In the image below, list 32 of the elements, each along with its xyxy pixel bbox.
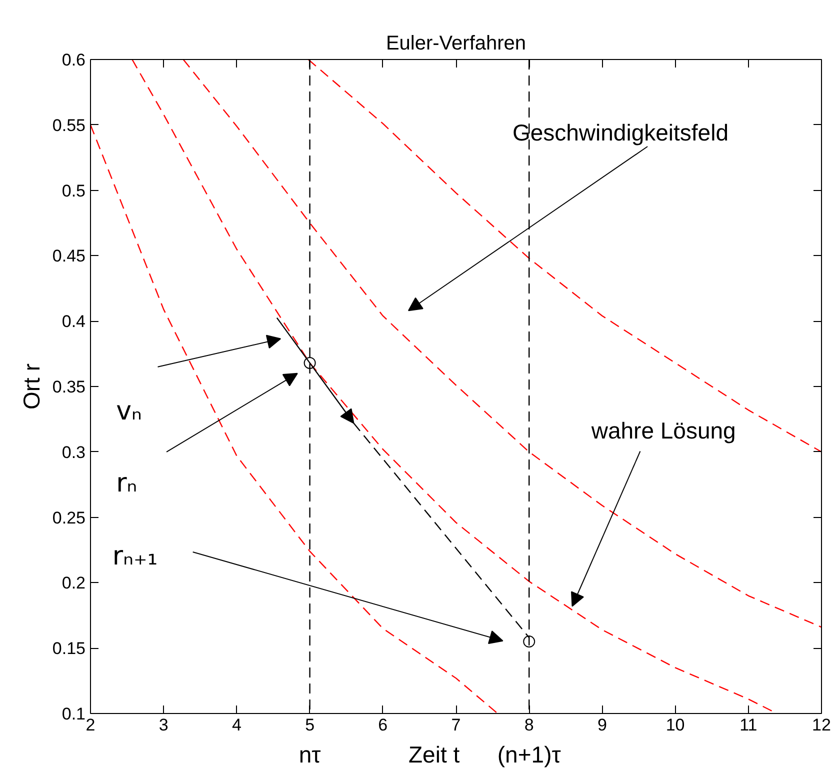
y-tick-label: 0.3 (62, 442, 86, 462)
x-tick-label: 12 (812, 716, 831, 734)
chart-title: Euler-Verfahren (386, 32, 526, 54)
y-tick-label: 0.35 (52, 378, 86, 396)
y-tick-label: 0.4 (62, 312, 86, 332)
y-axis-title: Ort r (18, 363, 44, 410)
ref-line-label: nτ (298, 742, 321, 768)
x-tick-label: 3 (158, 716, 168, 734)
ref-line-label: (n+1)τ (497, 742, 561, 768)
x-tick-label: 9 (597, 716, 607, 734)
annotation: Geschwindigkeitsfeld (512, 120, 729, 146)
annotation: rₙ (116, 468, 138, 498)
y-tick-label: 0.45 (52, 246, 86, 266)
annotation: rₙ₊₁ (112, 542, 158, 572)
x-tick-label: 10 (666, 716, 685, 734)
y-tick-label: 0.6 (62, 50, 86, 70)
x-axis-title: Zeit t (408, 742, 460, 768)
x-tick-label: 7 (451, 716, 461, 734)
y-tick-label: 0.2 (62, 574, 86, 593)
y-tick-label: 0.25 (52, 508, 86, 528)
x-tick-label: 11 (740, 716, 758, 734)
annotation: vₙ (116, 396, 142, 426)
y-tick-label: 0.15 (52, 639, 86, 658)
y-tick-label: 0.55 (52, 116, 86, 135)
x-tick-label: 6 (378, 716, 388, 734)
x-tick-label: 5 (305, 716, 315, 734)
x-tick-label: 2 (86, 716, 96, 734)
y-tick-label: 0.5 (62, 181, 86, 200)
x-tick-label: 4 (232, 716, 242, 734)
y-tick-label: 0.1 (62, 704, 86, 724)
x-tick-label: 8 (524, 716, 534, 734)
annotation: wahre Lösung (590, 417, 736, 444)
